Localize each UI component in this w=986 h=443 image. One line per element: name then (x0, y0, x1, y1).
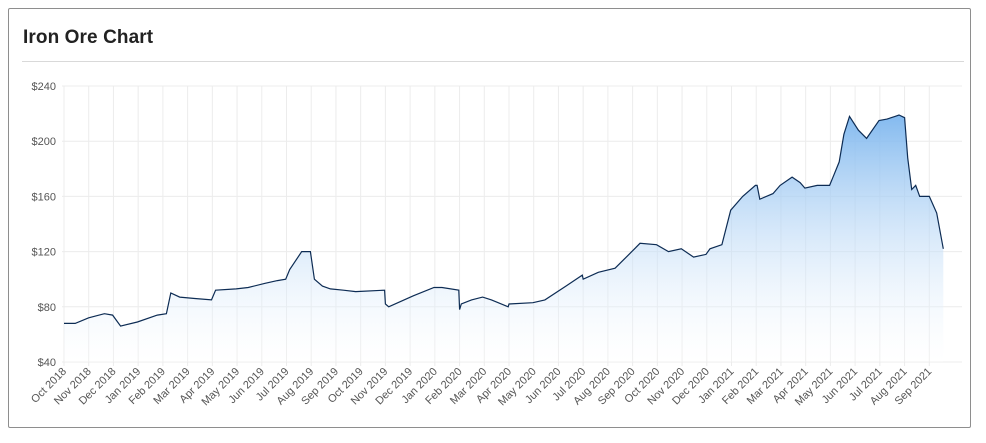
y-tick-label: $40 (38, 357, 56, 369)
price-line (64, 114, 944, 327)
y-tick-label: $160 (32, 191, 56, 203)
y-tick-label: $240 (32, 81, 56, 93)
title-divider (22, 61, 964, 62)
y-tick-label: $200 (32, 136, 56, 148)
price-area-fill (64, 115, 944, 362)
y-axis: $40 $80 $120 $160 $200 $240 (32, 81, 56, 369)
y-tick-label: $120 (32, 247, 56, 259)
page-title: Iron Ore Chart (23, 27, 154, 48)
y-tick-label: $80 (38, 302, 56, 314)
